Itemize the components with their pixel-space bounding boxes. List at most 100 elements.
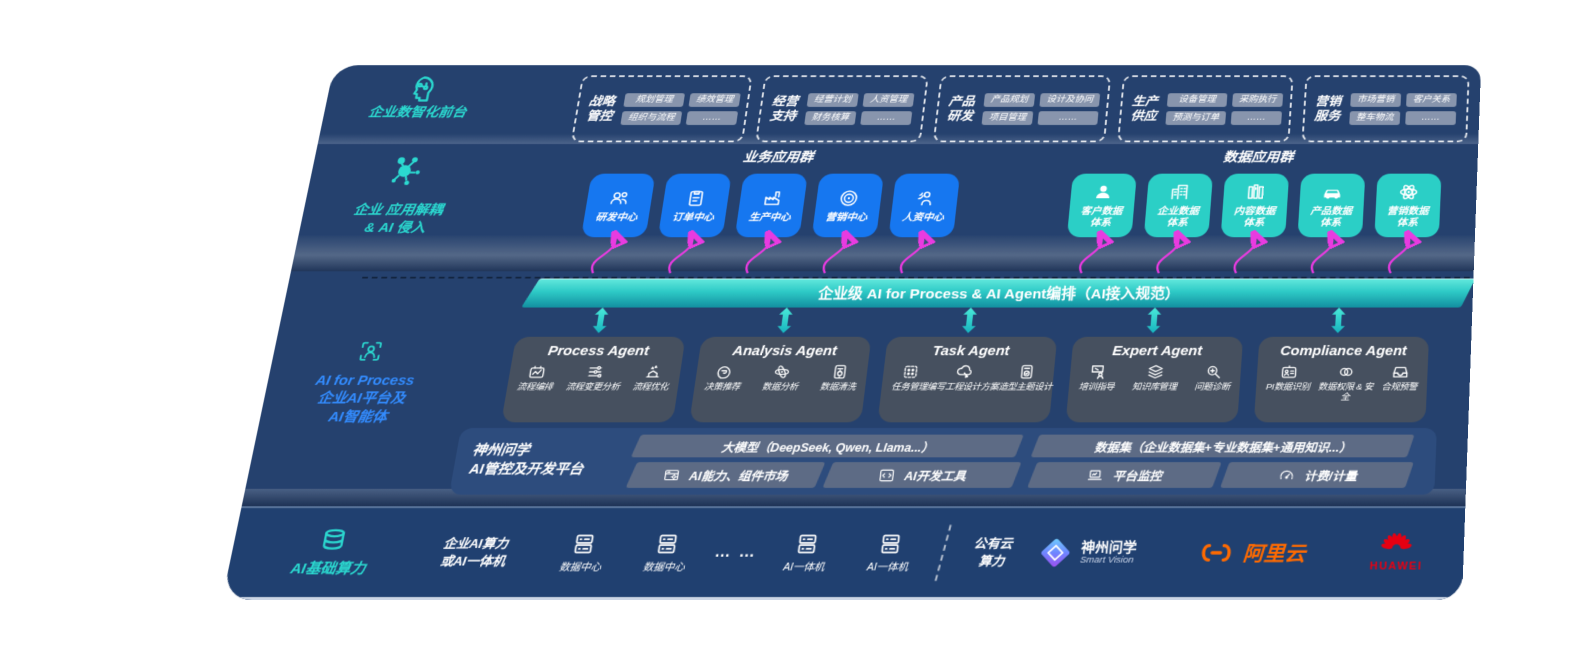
layer-infrastructure: AI基础算力 企业AI算力 或AI一体机 数据中心 数据中心 … … AI一体机… (222, 506, 1465, 600)
molecule-icon (385, 154, 427, 187)
chip: 规划管理 (623, 93, 685, 107)
agent-capability: PI数据识别 (1265, 363, 1311, 404)
layers-icon (1145, 363, 1166, 382)
front-group-product: 产品 研发 产品规划 设计及协同 项目管理 …… (933, 75, 1111, 142)
agent-boxes: Process Agent 流程编排 流程变更分析 流程优化 (500, 331, 1429, 426)
double-arrow-icon (1331, 308, 1346, 334)
billing-cell: 计费/计量 (1220, 462, 1414, 488)
books-icon (1244, 182, 1268, 203)
double-arrow-icon (592, 308, 610, 334)
double-arrow-icon (961, 308, 977, 334)
alibaba-bracket-icon (1194, 541, 1237, 564)
monitor-icon (1086, 466, 1105, 483)
agent-capability: 知识库管理 (1131, 363, 1178, 394)
database-icon (316, 526, 351, 555)
chip: …… (686, 111, 738, 125)
chip: 预测与订单 (1165, 111, 1226, 125)
ellipsis-label: … … (714, 544, 759, 562)
agent-capability: 数据权限 & 安全 (1317, 363, 1375, 404)
huawei-logo: HUAWEI (1352, 532, 1440, 572)
people-icon (607, 187, 633, 208)
cloud-pen-icon (954, 363, 975, 382)
agent-box-compliance: Compliance Agent PI数据识别 数据权限 & 安全 合规预警 (1254, 337, 1429, 423)
infra-label: AI基础算力 (289, 558, 368, 579)
huawei-flower-icon (1380, 532, 1413, 559)
car-icon (1320, 182, 1344, 203)
agents-label-zh2: AI智能体 (327, 409, 389, 425)
agent-capability: 决策推荐 (703, 363, 743, 394)
agent-capability: 数据分析 (761, 363, 801, 394)
applications-label-line1: 企业 应用解耦 (352, 203, 444, 218)
dashed-divider (934, 524, 951, 580)
business-app-header: 业务应用群 (593, 147, 963, 165)
user-icon (1091, 182, 1116, 203)
agent-capability: 合规预警 (1381, 363, 1419, 404)
chip: 经营计划 (807, 93, 859, 107)
layer-front-office: 企业数智化前台 战略 管控 规划管理 绩效管理 组织与流程 …… 经营 支持 经… (318, 65, 1481, 142)
doc-clean-icon (829, 363, 851, 382)
agent-capability: 流程编排 (516, 363, 557, 394)
agent-box-analysis: Analysis Agent 决策推荐 数据分析 数据清洗 (689, 337, 871, 423)
id-card-icon (1278, 363, 1299, 382)
ai-appliance-node: AI一体机 (852, 531, 927, 574)
chip: 组织与流程 (620, 111, 682, 125)
business-app-group: 业务应用群 研发中心 订单中心 生产中心 (581, 147, 963, 237)
ai-appliance-node: AI一体机 (768, 531, 843, 574)
data-app-group: 数据应用群 客户数据 体系 企业数据 体系 内容数据 体系 (1067, 147, 1443, 237)
platform-monitor-cell: 平台监控 (1027, 462, 1221, 488)
chip: 设备管理 (1167, 93, 1228, 107)
data-app-header: 数据应用群 (1074, 147, 1443, 165)
platform-model-group: 大模型（DeepSeek, Qwen, Llama...） AI能力、组件市场 … (629, 435, 1020, 488)
agent-capability: 培训指导 (1078, 363, 1116, 394)
chip: 整车物流 (1349, 111, 1400, 125)
front-group-strategy: 战略 管控 规划管理 绩效管理 组织与流程 …… (571, 75, 753, 142)
decision-head-icon (713, 363, 735, 382)
chip: 项目管理 (982, 111, 1034, 125)
agent-box-expert: Expert Agent 培训指导 知识库管理 问题诊断 (1066, 337, 1244, 423)
agent-box-task: Task Agent 任务管理 编写工程设计方案 造型主题设计 (877, 337, 1057, 423)
smart-vision-logo: 神州问学 Smart Vision (1035, 535, 1182, 570)
flow-orchestration-icon (526, 363, 549, 382)
front-group-marketing: 营销 服务 市场营销 客户关系 整车物流 …… (1301, 75, 1469, 142)
agents-rail: AI for Process 企业AI平台及 AI智能体 (259, 331, 471, 426)
chip: …… (860, 111, 912, 125)
factory-icon (760, 187, 786, 208)
chip: 客户关系 (1406, 93, 1457, 107)
component-market-icon (662, 466, 682, 483)
agent-capability: 造型主题设计 (998, 363, 1055, 394)
chip: …… (1405, 111, 1456, 125)
ai-devtools-cell: AI开发工具 (822, 462, 1021, 488)
front-office-rail: 企业数智化前台 (318, 74, 518, 143)
layer-platform: 神州问学 AI管控及开发平台 大模型（DeepSeek, Qwen, Llama… (243, 426, 1468, 500)
chip: …… (1038, 111, 1099, 125)
agents-label-en: AI for Process (314, 372, 416, 388)
server-icon (569, 531, 599, 556)
hr-person-icon (913, 187, 938, 208)
front-group-production: 生产 供应 设备管理 采购执行 预测与订单 …… (1117, 75, 1293, 142)
agent-capability: 问题诊断 (1194, 363, 1232, 394)
model-bar: 大模型（DeepSeek, Qwen, Llama...） (631, 435, 1024, 458)
platform-panel: 神州问学 AI管控及开发平台 大模型（DeepSeek, Qwen, Llama… (449, 428, 1437, 495)
gauge-icon (1277, 466, 1296, 483)
chip: 绩效管理 (689, 93, 741, 107)
datacenter-node: 数据中心 (544, 531, 620, 574)
ai-brain-icon (402, 74, 441, 105)
dev-tools-icon (877, 466, 897, 483)
agent-capability: 任务管理 (891, 363, 930, 394)
platform-label: 神州问学 AI管控及开发平台 (467, 443, 618, 480)
flow-arrows (290, 227, 1475, 277)
alibaba-cloud-logo: 阿里云 (1194, 538, 1340, 567)
agent-capability: 编写工程设计方案 (926, 363, 1001, 394)
sliders-icon (584, 363, 606, 382)
chip: 财务核算 (804, 111, 856, 125)
optimize-icon (642, 363, 664, 382)
enterprise-compute-label: 企业AI算力 或AI一体机 (412, 535, 537, 569)
chip: 采购执行 (1232, 93, 1283, 107)
chip: 设计及协同 (1039, 93, 1100, 107)
layer-agents: AI for Process 企业AI平台及 AI智能体 Process Age… (259, 331, 1472, 426)
ai-process-banner: 企业级 AI for Process & AI Agent编排（AI接入规范） (521, 279, 1475, 308)
ai-banner-zone: 企业级 AI for Process & AI Agent编排（AI接入规范） (278, 268, 1473, 332)
agent-capability: 数据清洗 (819, 363, 859, 394)
data-atom-icon (771, 363, 793, 382)
agent-capability: 流程优化 (632, 363, 672, 394)
